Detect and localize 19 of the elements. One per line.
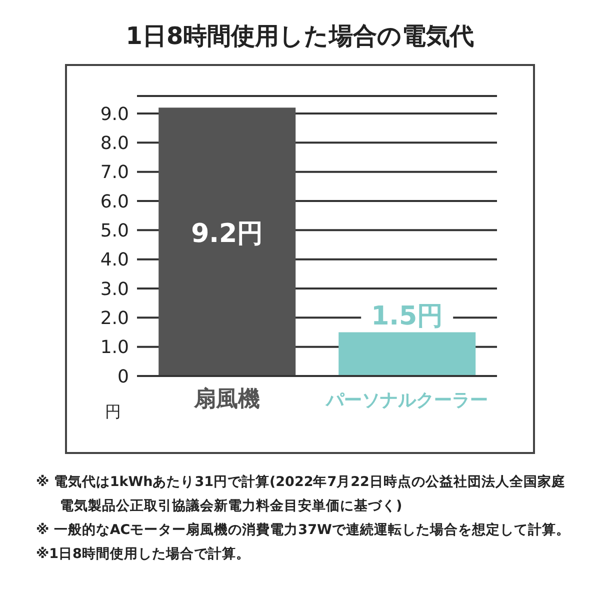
y-axis-title: 円 <box>105 402 121 423</box>
data-label: 9.2円 <box>191 218 264 249</box>
y-tick-label: 0 <box>118 366 129 388</box>
y-tick-label: 6.0 <box>100 191 129 212</box>
x-tick-label: 扇風機 <box>193 386 260 412</box>
y-tick-label: 3.0 <box>100 278 129 300</box>
x-tick-label: パーソナルクーラー <box>325 390 488 411</box>
text: ※ 電気代は1kWhあたり31円で計算(2022年7月22日時点の公益社団法人全国家庭電気製品公正取引協議会新電力料金目安単価に基づく) <box>36 473 566 516</box>
y-tick-label: 4.0 <box>100 250 129 271</box>
y-tick-label: 5.0 <box>100 220 129 242</box>
text: ※1日8時間使用した場合で計算。 <box>36 545 251 564</box>
text: ※ 一般的なACモーター扇風機の消費電力37Wで連続運転した場合を想定して計算。 <box>36 521 571 540</box>
y-tick-label: 7.0 <box>100 162 129 184</box>
chart-title: 1日8時間使用した場合の電気代 <box>124 21 476 52</box>
y-tick-label: 2.0 <box>100 308 129 330</box>
data-label: 1.5円 <box>371 301 444 332</box>
y-tick-label: 1.0 <box>100 337 129 358</box>
y-tick-label: 9.0 <box>100 104 129 125</box>
y-tick-label: 8.0 <box>100 133 129 154</box>
